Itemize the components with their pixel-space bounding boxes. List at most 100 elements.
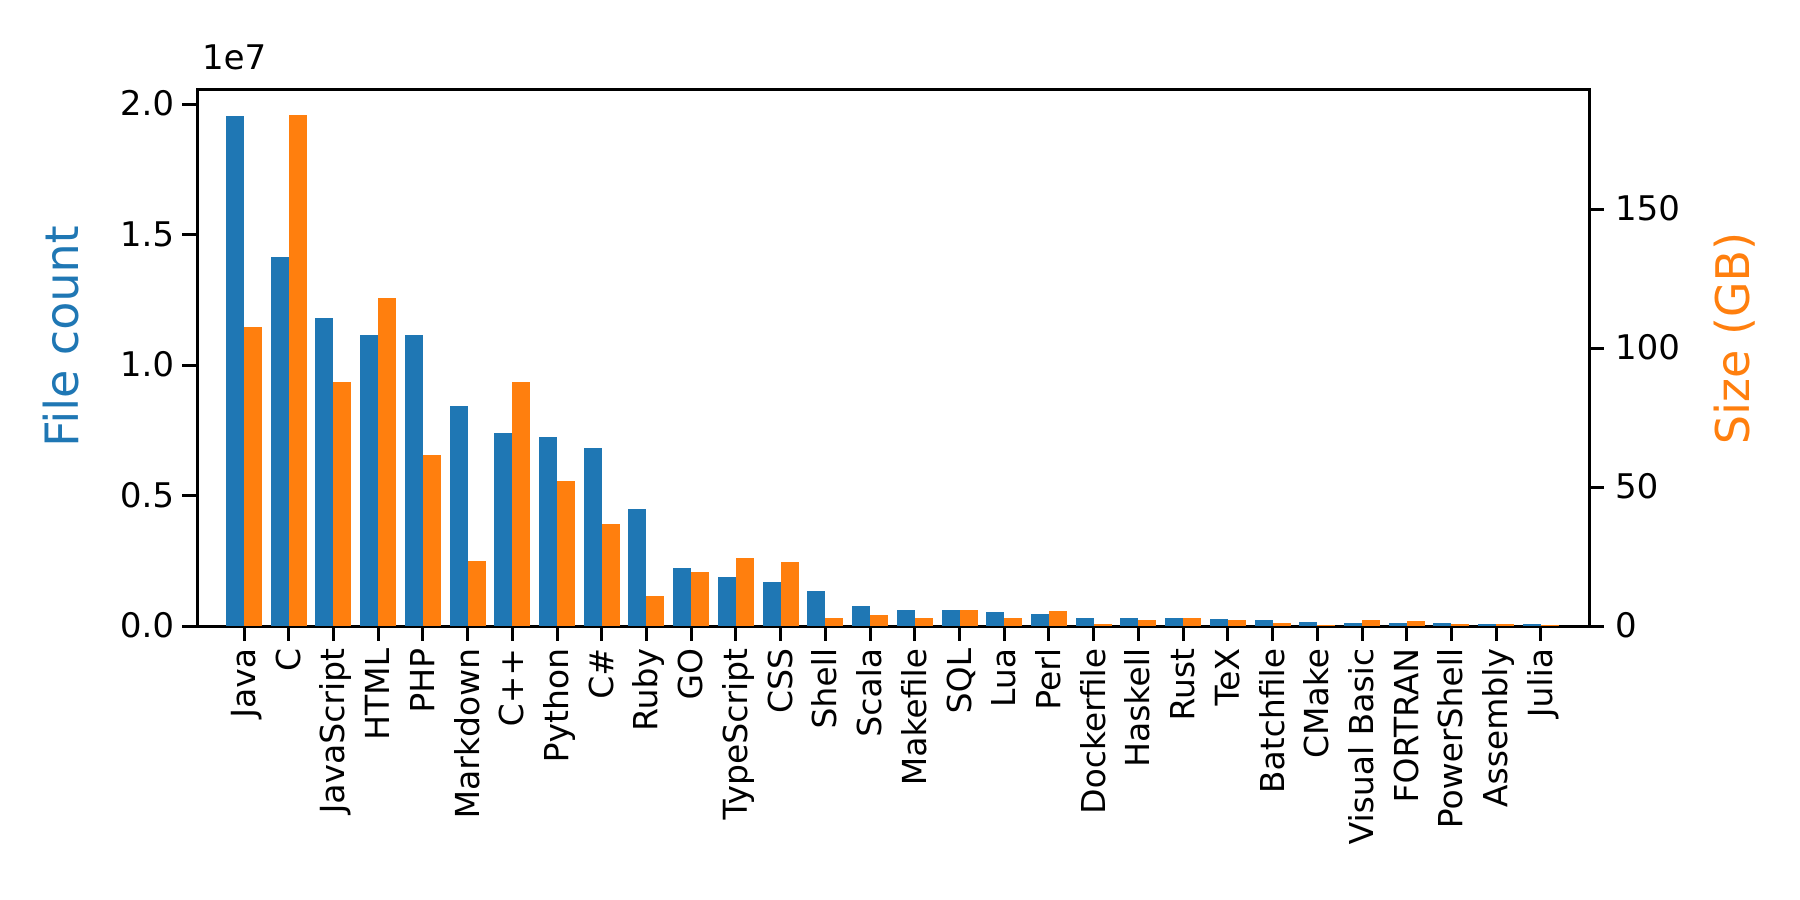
x-tick-label-c: C xyxy=(268,648,308,672)
bar-size-gb-batchfile xyxy=(1272,623,1291,626)
bar-file-count-php xyxy=(404,334,423,626)
left-spine xyxy=(196,88,199,627)
x-tick-label-typescript: TypeScript xyxy=(715,648,755,820)
left-y-tick-label: 1.5 xyxy=(119,214,174,255)
left-y-tick-label: 1.0 xyxy=(119,345,174,385)
x-tick-lua xyxy=(1002,627,1006,641)
x-tick-label-python: Python xyxy=(537,648,577,763)
bar-file-count-perl xyxy=(1030,613,1049,626)
right-y-tick-label: 50 xyxy=(1615,467,1659,507)
bar-size-gb-tex xyxy=(1227,619,1246,626)
bar-size-gb-markdown xyxy=(467,560,486,626)
x-tick-rust xyxy=(1181,627,1185,641)
x-tick-scala xyxy=(868,627,872,641)
x-tick-label-ruby: Ruby xyxy=(626,648,666,731)
x-tick-makefile xyxy=(913,627,917,641)
bar-size-gb-c xyxy=(288,115,307,626)
x-tick-label-assembly: Assembly xyxy=(1476,648,1516,808)
x-tick-label-rust: Rust xyxy=(1163,648,1203,721)
left-y-tick-label: 2.0 xyxy=(119,84,174,124)
bar-size-gb-typescript xyxy=(735,557,754,626)
x-tick-label-powershell: PowerShell xyxy=(1431,648,1471,829)
bottom-spine xyxy=(196,625,1590,628)
x-tick-label-css: CSS xyxy=(760,648,800,713)
bar-file-count-visual-basic xyxy=(1344,622,1362,626)
bar-file-count-powershell xyxy=(1433,622,1452,626)
bar-size-gb-rust xyxy=(1183,618,1202,626)
bar-file-count-go xyxy=(673,567,692,626)
bar-file-count-lua xyxy=(986,611,1005,626)
bar-file-count-c xyxy=(270,257,289,626)
x-tick-tex xyxy=(1226,627,1230,641)
x-tick-go xyxy=(689,627,693,641)
bar-file-count-cmake xyxy=(1299,622,1318,626)
bar-size-gb-shell xyxy=(825,617,844,626)
left-y-tick xyxy=(182,494,196,497)
x-tick-label-scala: Scala xyxy=(850,648,890,737)
x-tick-label-lua: Lua xyxy=(984,648,1024,707)
bar-size-gb-haskell xyxy=(1138,619,1157,626)
bar-file-count-sql xyxy=(941,610,960,626)
bar-file-count-scala xyxy=(852,605,871,626)
left-y-tick-label: 0.5 xyxy=(119,475,174,516)
bar-file-count-fortran xyxy=(1388,623,1407,626)
bar-size-gb-css xyxy=(780,562,799,626)
left-y-tick-label: 0.0 xyxy=(119,606,174,646)
x-tick-label-julia: Julia xyxy=(1520,648,1560,718)
right-y-tick-label: 100 xyxy=(1615,328,1680,368)
bar-size-gb-html xyxy=(378,297,397,626)
right-y-tick xyxy=(1590,207,1604,211)
bar-file-count-css xyxy=(762,582,781,626)
bar-file-count-markdown xyxy=(449,405,468,626)
x-tick-java xyxy=(242,627,246,641)
x-tick-label-perl: Perl xyxy=(1028,648,1068,710)
bar-size-gb-ruby xyxy=(646,595,665,626)
x-tick-label-cmake: CMake xyxy=(1297,648,1337,758)
x-tick-css xyxy=(779,627,783,641)
bar-file-count-rust xyxy=(1165,618,1184,626)
bar-size-gb-dockerfile xyxy=(1093,624,1112,626)
x-tick-label-markdown: Markdown xyxy=(447,648,487,819)
bar-size-gb-julia xyxy=(1540,625,1559,626)
y-axis-offset-text: 1e7 xyxy=(202,38,267,78)
bar-size-gb-php xyxy=(422,455,441,626)
bar-size-gb-c xyxy=(512,382,531,626)
bar-file-count-julia xyxy=(1522,624,1541,626)
x-tick-julia xyxy=(1539,627,1543,641)
x-tick-label-haskell: Haskell xyxy=(1118,648,1158,767)
bar-size-gb-scala xyxy=(870,615,889,626)
bar-size-gb-visual-basic xyxy=(1362,620,1380,626)
bar-file-count-c xyxy=(583,448,602,626)
x-tick-markdown xyxy=(466,627,470,641)
bar-size-gb-go xyxy=(691,572,710,626)
x-tick-label-tex: TeX xyxy=(1207,648,1247,706)
x-tick-batchfile xyxy=(1271,627,1275,641)
bar-size-gb-fortran xyxy=(1406,621,1425,626)
x-tick-shell xyxy=(823,627,827,641)
bar-file-count-python xyxy=(539,437,558,626)
bar-size-gb-python xyxy=(557,481,576,626)
left-axis-title: File count xyxy=(35,225,89,447)
bar-size-gb-assembly xyxy=(1496,623,1515,626)
bar-file-count-ruby xyxy=(628,509,647,626)
left-y-tick xyxy=(182,102,196,106)
bar-file-count-java xyxy=(226,116,244,626)
x-tick-typescript xyxy=(734,627,738,641)
bar-file-count-tex xyxy=(1209,619,1228,626)
x-tick-php xyxy=(421,627,425,641)
x-tick-label-visual-basic: Visual Basic xyxy=(1342,648,1381,845)
x-tick-powershell xyxy=(1449,627,1453,641)
x-tick-haskell xyxy=(1136,627,1140,641)
bar-file-count-makefile xyxy=(896,610,915,626)
right-y-tick-label: 150 xyxy=(1615,189,1680,229)
x-tick-label-batchfile: Batchfile xyxy=(1252,648,1292,794)
x-tick-label-makefile: Makefile xyxy=(894,648,934,786)
x-tick-assembly xyxy=(1494,627,1498,641)
bar-size-gb-makefile xyxy=(914,617,933,626)
right-y-tick xyxy=(1590,624,1604,628)
right-y-tick xyxy=(1590,346,1604,350)
bar-file-count-batchfile xyxy=(1254,619,1273,626)
x-tick-cmake xyxy=(1315,627,1319,641)
bar-size-gb-lua xyxy=(1004,618,1023,626)
